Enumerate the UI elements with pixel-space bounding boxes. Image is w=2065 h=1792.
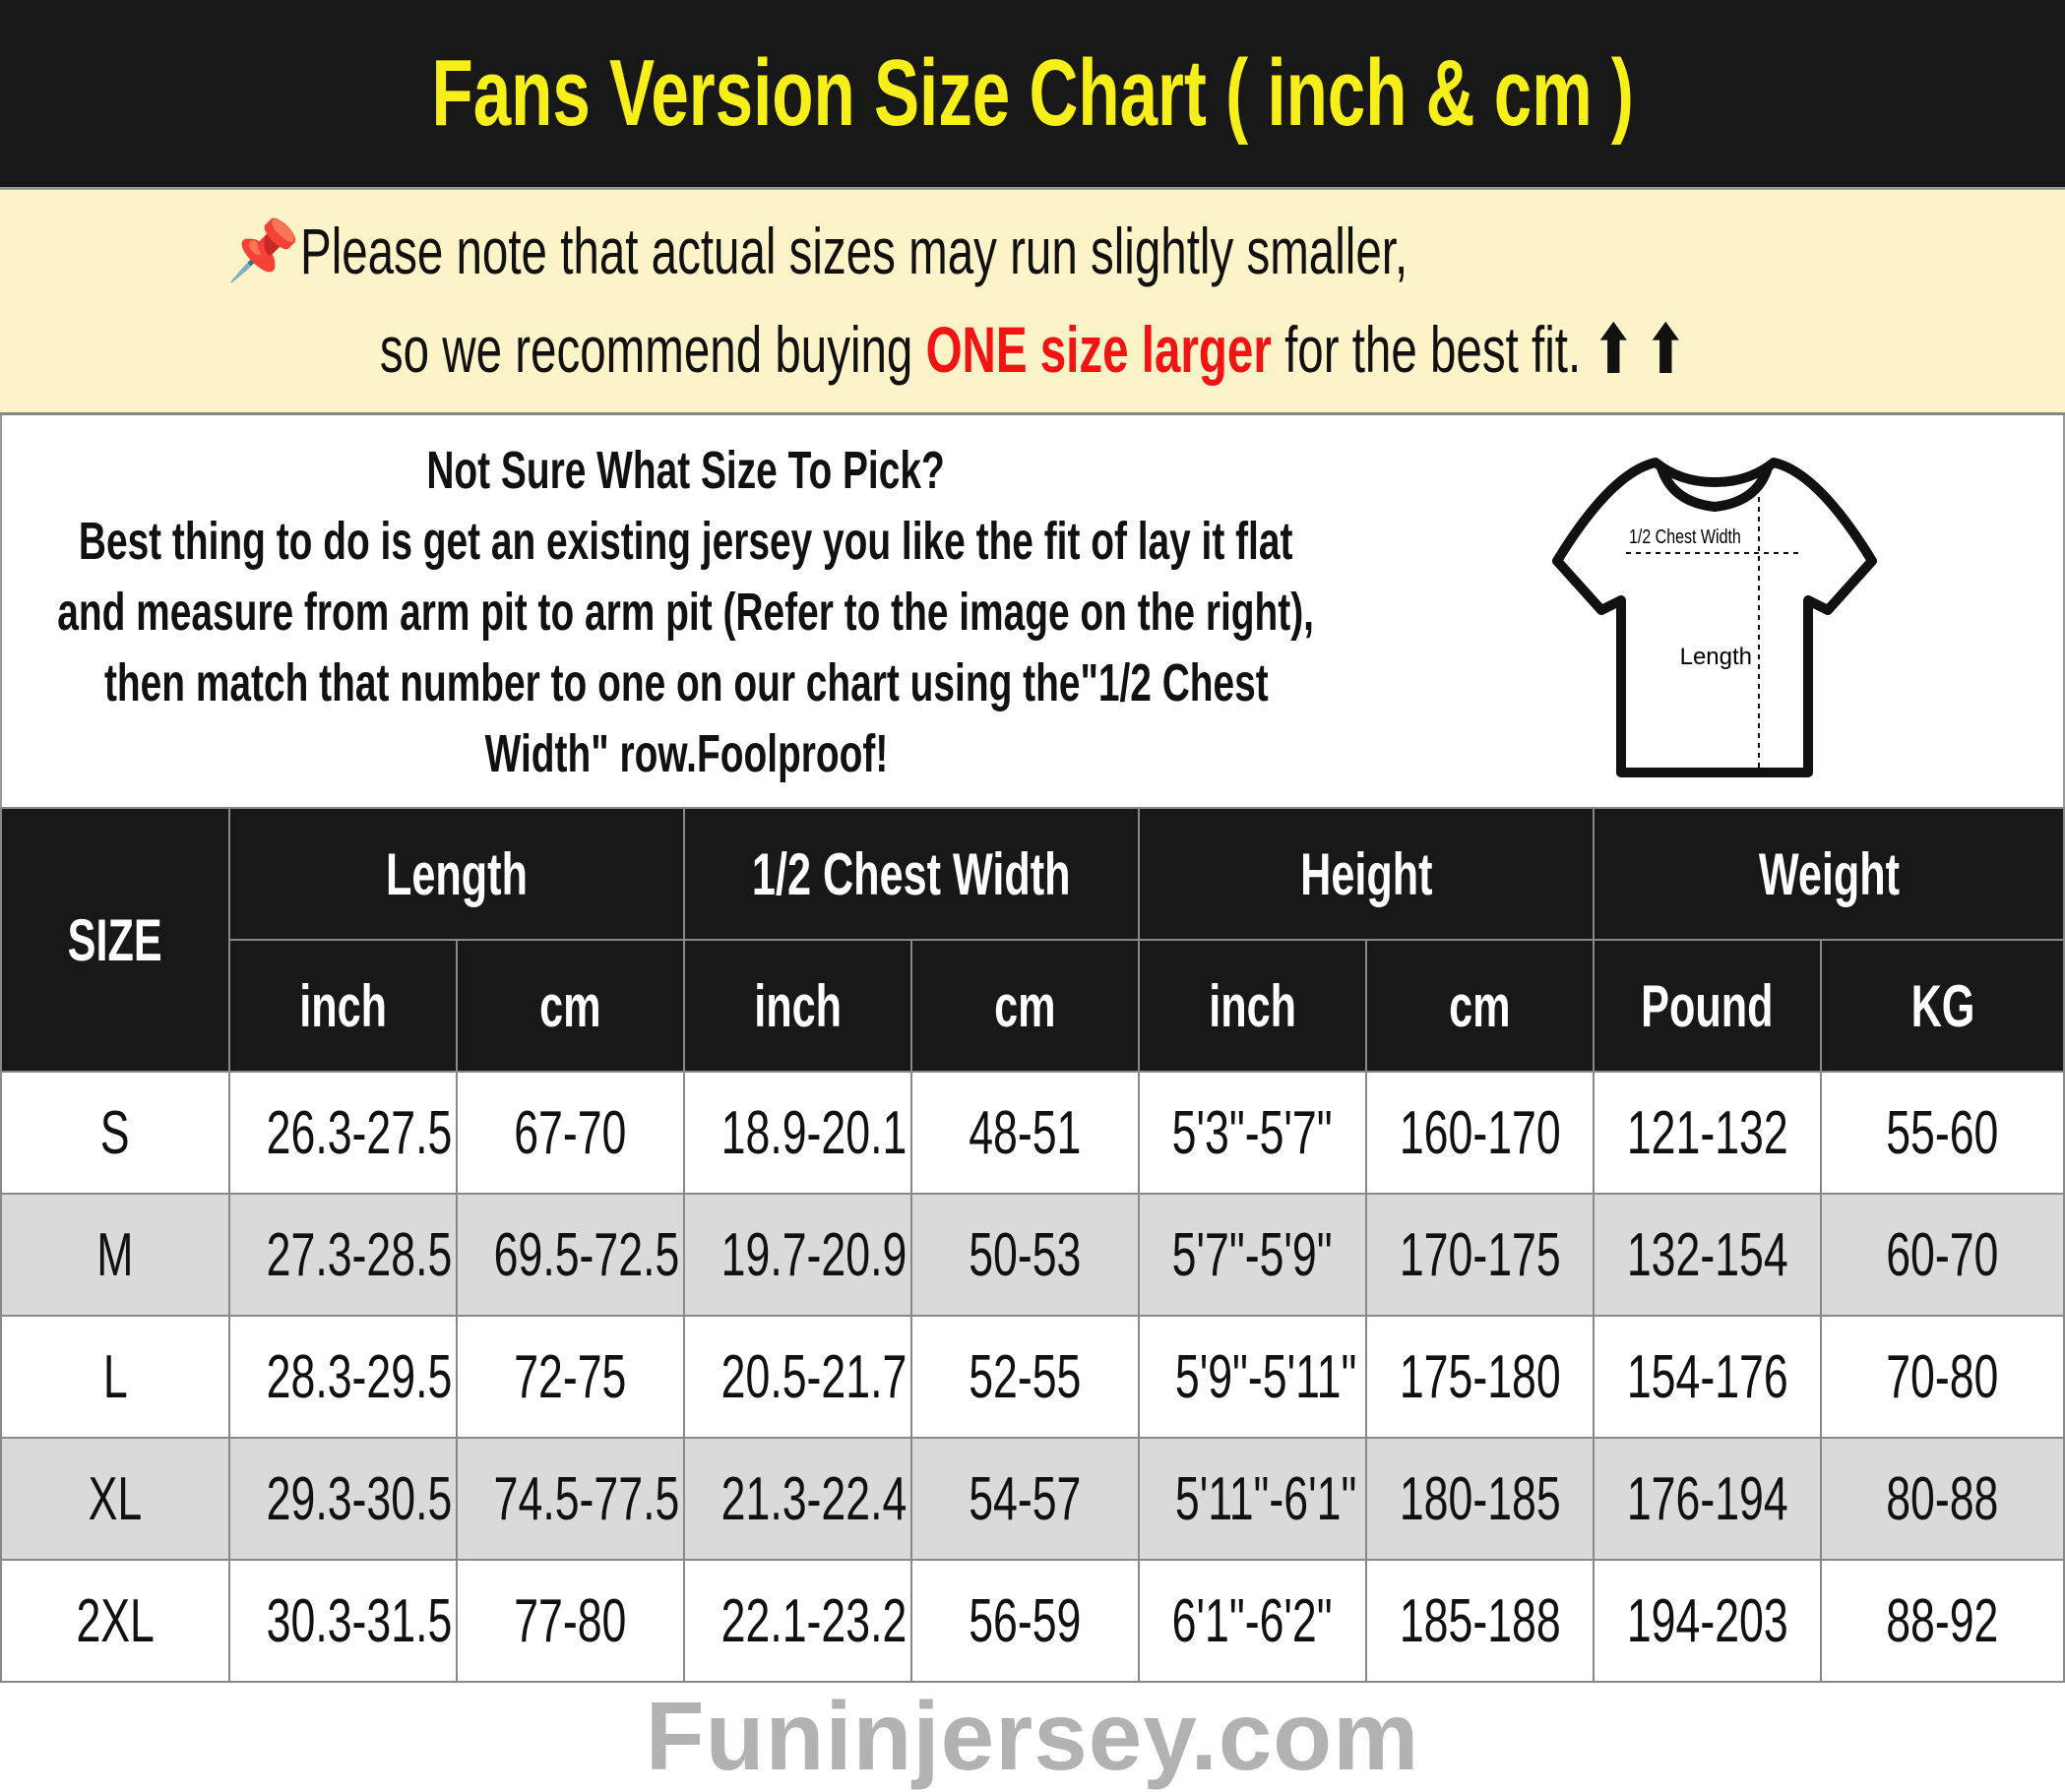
value-cell: 180-185 bbox=[1365, 1437, 1596, 1561]
value-cell: 170-175 bbox=[1365, 1193, 1596, 1317]
value-cell: 55-60 bbox=[1820, 1071, 2065, 1195]
diagram-chest-label: 1/2 Chest Width bbox=[1629, 525, 1741, 547]
unit-header: cm bbox=[1365, 939, 1596, 1073]
table-row: S 26.3-27.5 67-70 18.9-20.1 48-51 5'3"-5'7" 16… bbox=[0, 1071, 2065, 1195]
value-cell: 21.3-22.4 bbox=[683, 1437, 913, 1561]
chart-title: Fans Version Size Chart ( inch & cm ) bbox=[0, 0, 2065, 190]
group-header: Height bbox=[1138, 807, 1596, 941]
value-cell: 27.3-28.5 bbox=[228, 1193, 458, 1317]
note-highlight: ONE size larger bbox=[925, 313, 1272, 386]
value-cell: 18.9-20.1 bbox=[683, 1071, 913, 1195]
info-line: Width" row.Foolproof! bbox=[484, 724, 888, 783]
size-cell: 2XL bbox=[0, 1559, 230, 1683]
value-cell: 194-203 bbox=[1593, 1559, 1823, 1683]
diagram-length-label: Length bbox=[1680, 644, 1752, 670]
unit-header: inch bbox=[1138, 939, 1368, 1073]
value-cell: 69.5-72.5 bbox=[455, 1193, 686, 1317]
sizing-note: 📌 Please note that actual sizes may run … bbox=[0, 190, 2065, 415]
value-cell: 5'3"-5'7" bbox=[1138, 1071, 1368, 1195]
note-line-2: so we recommend buying ONE size larger f… bbox=[379, 313, 1686, 386]
value-cell: 72-75 bbox=[455, 1315, 686, 1439]
how-to-measure: Not Sure What Size To Pick? Best thing t… bbox=[0, 415, 2065, 807]
value-cell: 74.5-77.5 bbox=[455, 1437, 686, 1561]
info-heading: Not Sure What Size To Pick? bbox=[426, 441, 946, 500]
value-cell: 50-53 bbox=[910, 1193, 1141, 1317]
value-cell: 26.3-27.5 bbox=[228, 1071, 458, 1195]
value-cell: 132-154 bbox=[1593, 1193, 1823, 1317]
value-cell: 77-80 bbox=[455, 1559, 686, 1683]
value-cell: 175-180 bbox=[1365, 1315, 1596, 1439]
value-cell: 5'11"-6'1" bbox=[1138, 1437, 1368, 1561]
value-cell: 20.5-21.7 bbox=[683, 1315, 913, 1439]
header-row-groups: SIZE Length 1/2 Chest Width Height Weigh… bbox=[0, 807, 2065, 1073]
value-cell: 52-55 bbox=[910, 1315, 1141, 1439]
value-cell: 5'7"-5'9" bbox=[1138, 1193, 1368, 1317]
table-row: 2XL 30.3-31.5 77-80 22.1-23.2 56-59 6'1"-6'2"… bbox=[0, 1559, 2065, 1683]
header-row-units: inch cm inch cm inch cm Pound KG bbox=[1, 939, 2065, 1073]
pushpin-icon: 📌 bbox=[226, 217, 300, 283]
value-cell: 154-176 bbox=[1593, 1315, 1823, 1439]
note-line-1: Please note that actual sizes may run sl… bbox=[299, 215, 1408, 287]
unit-header: inch bbox=[683, 939, 913, 1073]
value-cell: 60-70 bbox=[1820, 1193, 2065, 1317]
size-cell: S bbox=[0, 1071, 230, 1195]
unit-header: inch bbox=[228, 939, 458, 1073]
size-cell: L bbox=[0, 1315, 230, 1439]
value-cell: 22.1-23.2 bbox=[683, 1559, 913, 1683]
tshirt-diagram: 1/2 Chest Width Length bbox=[1552, 458, 1877, 777]
value-cell: 80-88 bbox=[1820, 1437, 2065, 1561]
info-line: and measure from arm pit to arm pit (Ref… bbox=[57, 583, 1315, 642]
up-arrows-icon: ⬆ ⬆ bbox=[1594, 313, 1686, 386]
value-cell: 185-188 bbox=[1365, 1559, 1596, 1683]
value-cell: 28.3-29.5 bbox=[228, 1315, 458, 1439]
table-row: XL 29.3-30.5 74.5-77.5 21.3-22.4 54-57 5'11"-… bbox=[0, 1437, 2065, 1561]
value-cell: 48-51 bbox=[910, 1071, 1141, 1195]
info-line: then match that number to one on our cha… bbox=[103, 653, 1269, 712]
group-header: 1/2 Chest Width bbox=[683, 807, 1141, 941]
unit-header: cm bbox=[910, 939, 1141, 1073]
info-line: Best thing to do is get an existing jers… bbox=[79, 512, 1293, 571]
size-table: SIZE Length 1/2 Chest Width Height Weigh… bbox=[0, 807, 2065, 1683]
unit-header: cm bbox=[455, 939, 686, 1073]
group-header: Weight bbox=[1593, 807, 2065, 941]
unit-header: Pound bbox=[1593, 939, 1823, 1073]
size-cell: M bbox=[0, 1193, 230, 1317]
value-cell: 67-70 bbox=[455, 1071, 686, 1195]
value-cell: 160-170 bbox=[1365, 1071, 1596, 1195]
value-cell: 176-194 bbox=[1593, 1437, 1823, 1561]
value-cell: 56-59 bbox=[910, 1559, 1141, 1683]
value-cell: 5'9"-5'11" bbox=[1138, 1315, 1368, 1439]
watermark: Funinjersey.com bbox=[645, 1682, 1420, 1790]
value-cell: 29.3-30.5 bbox=[228, 1437, 458, 1561]
value-cell: 19.7-20.9 bbox=[683, 1193, 913, 1317]
table-row: M 27.3-28.5 69.5-72.5 19.7-20.9 50-53 5'7"-5'… bbox=[0, 1193, 2065, 1317]
value-cell: 121-132 bbox=[1593, 1071, 1823, 1195]
value-cell: 30.3-31.5 bbox=[228, 1559, 458, 1683]
table-row: L 28.3-29.5 72-75 20.5-21.7 52-55 5'9"-5'11" 1… bbox=[0, 1315, 2065, 1439]
value-cell: 70-80 bbox=[1820, 1315, 2065, 1439]
unit-header: KG bbox=[1820, 939, 2065, 1073]
value-cell: 88-92 bbox=[1820, 1559, 2065, 1683]
value-cell: 6'1"-6'2" bbox=[1138, 1559, 1368, 1683]
size-header: SIZE bbox=[0, 807, 230, 1073]
value-cell: 54-57 bbox=[910, 1437, 1141, 1561]
group-header: Length bbox=[227, 807, 686, 941]
size-cell: XL bbox=[0, 1437, 230, 1561]
